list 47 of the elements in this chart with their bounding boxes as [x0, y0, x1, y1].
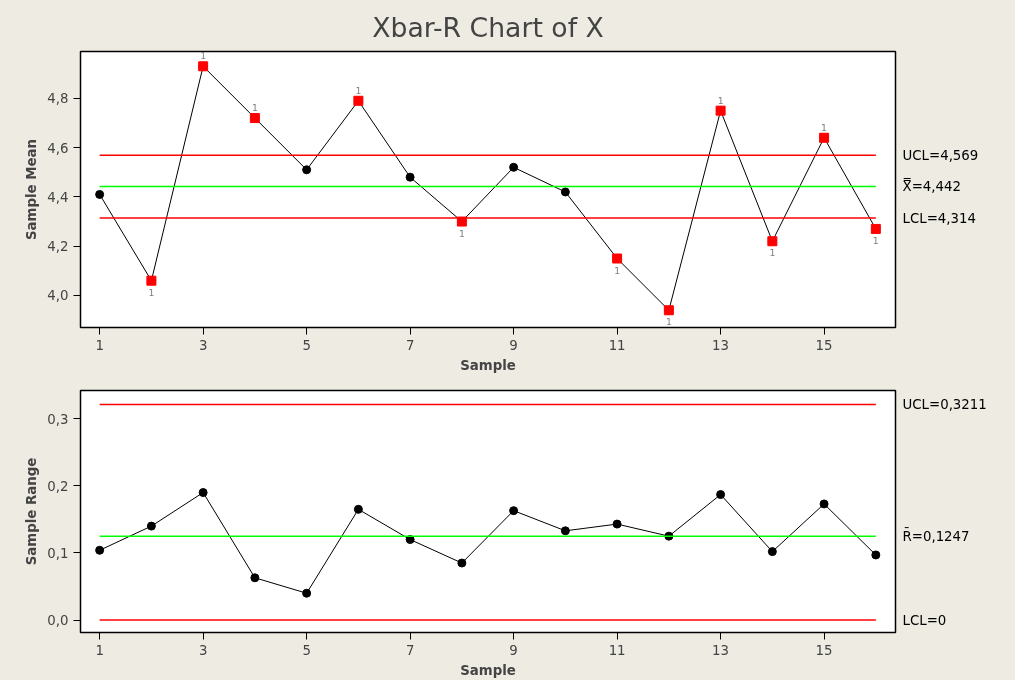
annotation: 1: [872, 234, 879, 246]
x-tick-label: 3: [198, 642, 208, 658]
x-tick-label: 5: [302, 642, 311, 658]
annotation: 1: [717, 94, 724, 106]
ref-line-label: LCL=4,314: [902, 210, 976, 226]
annotation: 1: [821, 121, 828, 133]
annotation: 1: [769, 247, 776, 259]
ref-line-label: X̿=4,442: [902, 177, 961, 195]
x-tick-label: 1: [95, 337, 104, 353]
x-tick-label: 3: [198, 337, 208, 353]
y-tick-label: 4,4: [47, 189, 69, 205]
y-axis-title: Sample Range: [24, 457, 40, 566]
x-tick-label: 1: [95, 642, 104, 658]
x-tick-label: 5: [302, 337, 311, 353]
y-axis-title: Sample Mean: [24, 138, 40, 241]
x-tick-label: 11: [608, 642, 626, 658]
x-tick-label: 11: [608, 337, 626, 353]
x-tick-label: 7: [405, 337, 415, 353]
y-tick-label: 4,8: [47, 91, 69, 107]
annotation: 1: [148, 286, 155, 298]
y-tick-label: 0,1: [47, 545, 69, 561]
annotation: 1: [614, 264, 621, 276]
y-tick-label: 4,0: [47, 288, 69, 304]
x-tick-label: 9: [509, 642, 518, 658]
y-tick-label: 0,2: [47, 478, 69, 494]
y-tick-label: 4,6: [47, 140, 69, 156]
x-axis-title: Sample: [460, 662, 516, 678]
ref-line-label: R̄=0,1247: [902, 527, 970, 544]
annotation: 1: [458, 227, 465, 239]
y-tick-label: 4,2: [47, 239, 69, 255]
x-tick-label: 15: [815, 642, 833, 658]
ref-line-label: UCL=4,569: [902, 147, 979, 163]
annotation: 1: [200, 50, 207, 62]
annotation: 1: [665, 316, 672, 328]
y-tick-label: 0,3: [47, 411, 69, 427]
ref-line-label: UCL=0,3211: [902, 397, 987, 413]
x-tick-label: 7: [405, 642, 415, 658]
x-tick-label: 15: [815, 337, 833, 353]
x-tick-label: 9: [509, 337, 518, 353]
ref-line-label: LCL=0: [902, 612, 947, 628]
y-tick-label: 0,0: [47, 613, 69, 629]
annotation: 1: [355, 84, 362, 96]
x-tick-label: 13: [712, 642, 730, 658]
annotation: 1: [251, 102, 258, 114]
x-axis-title: Sample: [460, 357, 516, 373]
chart-title: Xbar-R Chart of X: [372, 11, 604, 43]
x-tick-label: 13: [712, 337, 730, 353]
